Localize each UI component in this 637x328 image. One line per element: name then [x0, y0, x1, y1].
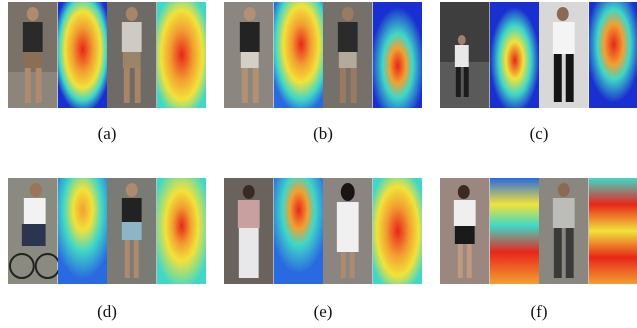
panel-a: [8, 2, 206, 108]
attention-heatmap: [489, 2, 539, 108]
person-photo: [440, 178, 490, 284]
person-photo: [440, 2, 490, 108]
attention-heatmap: [57, 2, 107, 108]
person-photo: [224, 178, 274, 284]
person-photo: [8, 2, 58, 108]
panel-c: [440, 2, 637, 108]
person-photo: [8, 178, 58, 284]
panel-caption: (e): [313, 302, 333, 321]
person-photo: [224, 2, 274, 108]
attention-heatmap: [156, 178, 206, 284]
attention-heatmap: [372, 178, 422, 284]
attention-heatmap: [588, 178, 637, 284]
attention-heatmap: [372, 2, 422, 108]
attention-heatmap: [489, 178, 539, 284]
person-photo: [539, 178, 589, 284]
person-photo: [323, 2, 373, 108]
person-photo: [107, 2, 157, 108]
attention-heatmap: [273, 178, 323, 284]
panel-f: [440, 178, 637, 284]
person-photo: [539, 2, 589, 108]
attention-heatmap: [57, 178, 107, 284]
attention-heatmap: [588, 2, 637, 108]
panel-d: [8, 178, 206, 284]
person-photo: [323, 178, 373, 284]
panel-caption: (c): [529, 124, 549, 143]
panel-caption: (f): [530, 302, 548, 321]
panel-b: [224, 2, 422, 108]
attention-heatmap: [156, 2, 206, 108]
panel-caption: (a): [97, 124, 117, 143]
attention-heatmap: [273, 2, 323, 108]
panel-caption: (b): [313, 124, 333, 143]
person-photo: [107, 178, 157, 284]
panel-caption: (d): [97, 302, 117, 321]
panel-e: [224, 178, 422, 284]
